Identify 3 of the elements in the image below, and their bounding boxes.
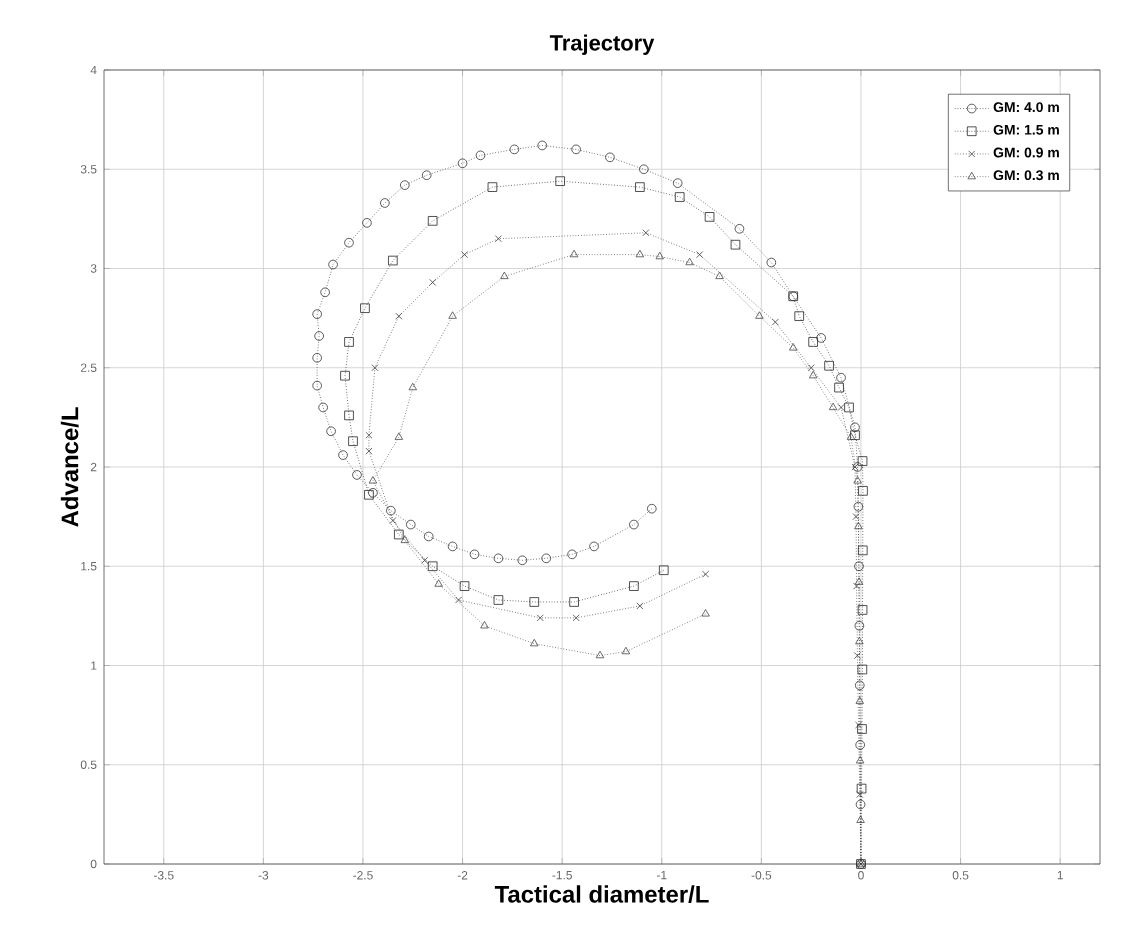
y-axis-title: Advance/L — [60, 407, 79, 527]
x-axis-title: Tactical diameter/L — [494, 885, 709, 904]
chart-title: Trajectory — [549, 34, 655, 55]
